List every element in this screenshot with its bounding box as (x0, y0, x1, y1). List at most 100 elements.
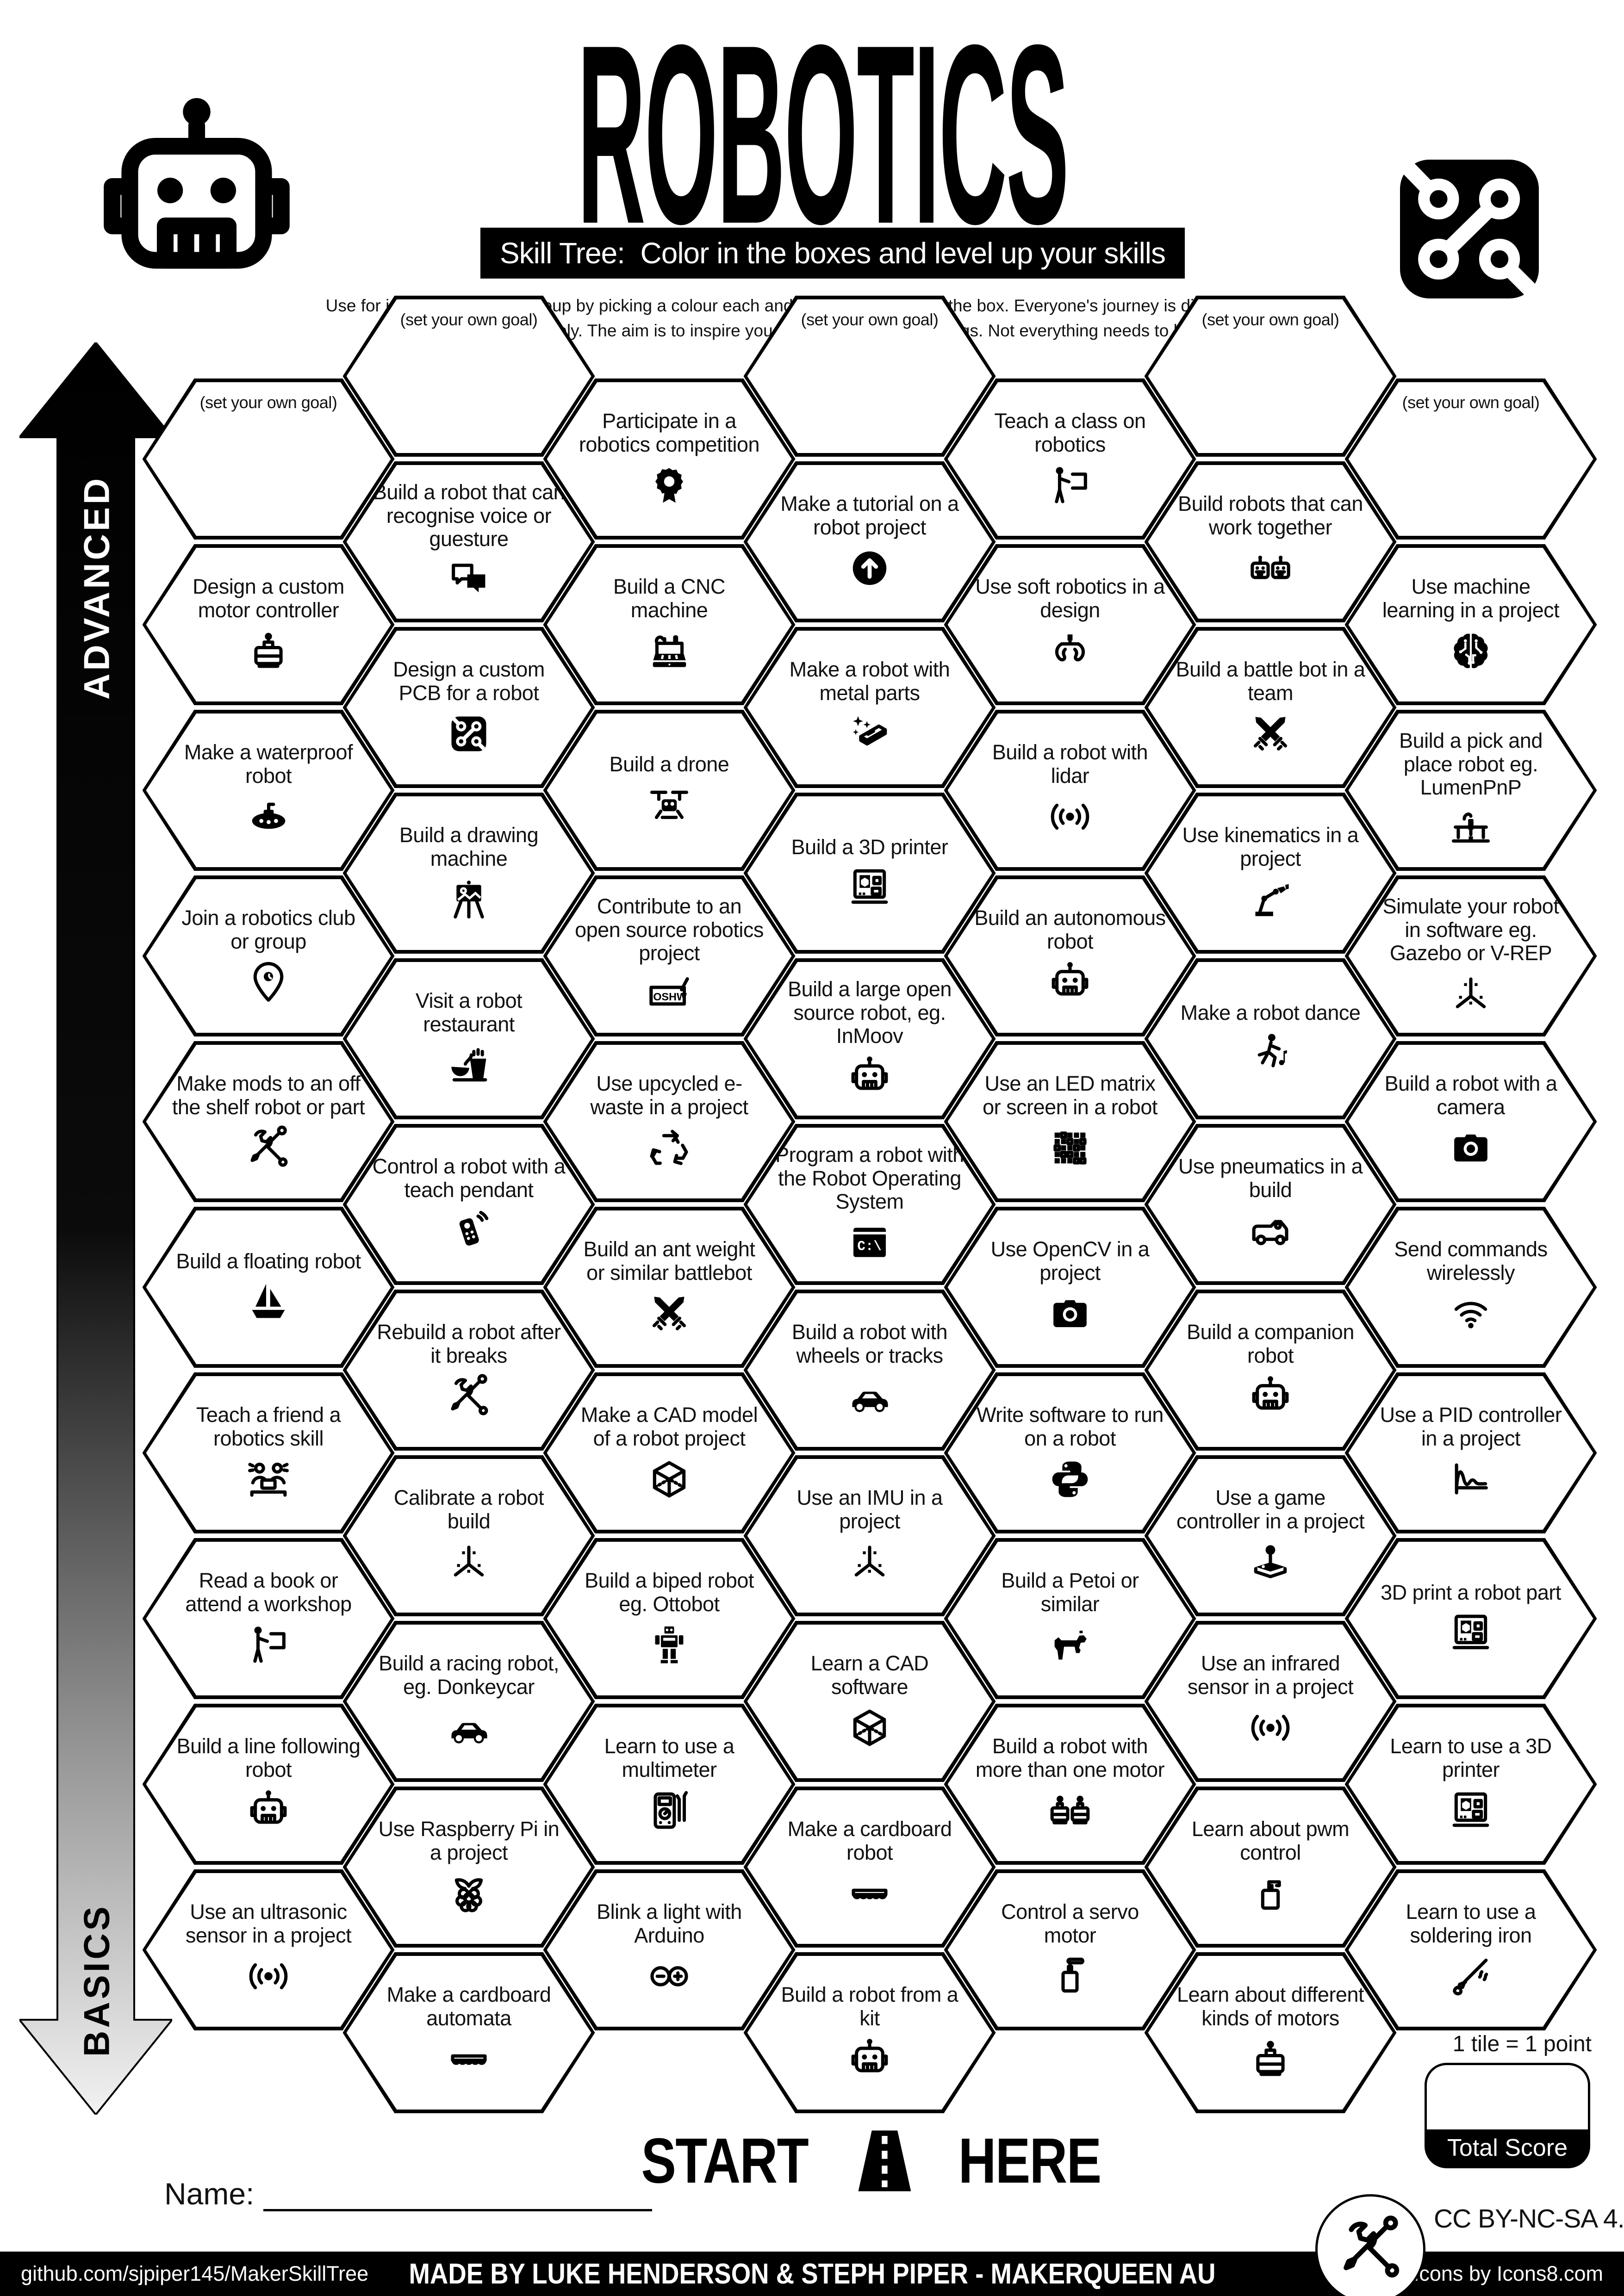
hex-face: Build a biped robot eg. Ottobot (547, 1542, 792, 1695)
robot-icon (245, 1787, 292, 1834)
hex-face: Build a companion robot (1148, 1293, 1393, 1447)
skill-hex-label: Make a waterproof robot (184, 740, 353, 788)
hex-face: Use machine learning in a project (1348, 548, 1593, 701)
infinity-icon (646, 1953, 692, 1999)
printer3d-icon (1448, 1610, 1494, 1656)
tile-points-note: 1 tile = 1 point (1452, 2032, 1592, 2056)
footer-github-link[interactable]: github.com/sjpiper145/MakerSkillTree (21, 2262, 369, 2285)
ledgrid-icon (1047, 1125, 1093, 1171)
skill-hex-label: Build a robot with wheels or tracks (791, 1320, 948, 1367)
goal-hex-label: (set your own goal) (199, 393, 337, 412)
skill-hex: Build a companion robot (1144, 1290, 1397, 1451)
metal-icon (842, 711, 897, 757)
skill-hex: Use an infrared sensor in a project (1144, 1621, 1397, 1782)
subtitle-bar: Skill Tree: Color in the boxes and level… (480, 228, 1185, 279)
joystick-icon (1247, 1539, 1294, 1585)
hex-face: Contribute to an open source robotics pr… (547, 879, 792, 1033)
skill-hex: 3D print a robot part (1344, 1538, 1597, 1699)
skill-hex-label: Build a large open source robot, eg. InM… (788, 977, 952, 1048)
robot-logo-icon (65, 83, 329, 319)
skill-hex: Use soft robotics in a design (944, 544, 1196, 705)
skill-hex: Teach a class on robotics (944, 379, 1196, 540)
skill-hex: Contribute to an open source robotics pr… (543, 875, 796, 1036)
hex-face: Build a drone (547, 714, 792, 867)
skill-hex-label: Simulate your robot in software eg. Gaze… (1382, 894, 1559, 965)
skill-hex: Learn to use a soldering iron (1344, 1869, 1597, 2030)
hex-face: Build a large open source robot, eg. InM… (747, 962, 992, 1116)
footer-icons-credit[interactable]: Icons by Icons8.com (1413, 2262, 1603, 2285)
pcb-icon (446, 711, 492, 757)
skill-hex: Blink a light with Arduino (543, 1869, 796, 2030)
hex-face: Control a robot with a teach pendant (346, 1128, 591, 1281)
skill-hex: Use OpenCV in a project (944, 1207, 1196, 1368)
skill-hex: Build a robot with more than one motor (944, 1704, 1196, 1865)
skill-hex: Control a robot with a teach pendant (342, 1124, 595, 1285)
hex-face: Build a robot that can recognise voice o… (346, 465, 591, 619)
skill-hex: Learn a CAD software (743, 1621, 996, 1782)
remote-icon (446, 1208, 492, 1254)
total-score-box[interactable]: Total Score (1425, 2063, 1590, 2168)
skill-hex: Use an ultrasonic sensor in a project (142, 1869, 395, 2030)
brain-icon (1448, 628, 1494, 674)
pickplace-icon (1448, 805, 1494, 851)
skill-hex: Use pneumatics in a build (1144, 1124, 1397, 1285)
start-here: START HERE (623, 2115, 1116, 2207)
name-input-line[interactable] (263, 2175, 653, 2211)
skill-hex-label: Design a custom PCB for a robot (393, 658, 545, 705)
skill-hex-label: Build a racing robot, eg. Donkeycar (379, 1651, 559, 1699)
corrugated-icon (840, 1870, 899, 1917)
subtitle-text: Skill Tree: Color in the boxes and level… (499, 236, 1166, 270)
hex-face: 3D print a robot part (1348, 1542, 1593, 1695)
skill-hex-label: Make mods to an off the shelf robot or p… (172, 1072, 365, 1119)
skill-hex-label: 3D print a robot part (1381, 1580, 1561, 1604)
hex-face: Visit a robot restaurant (346, 962, 591, 1116)
skill-hex-label: Build a pick and place robot eg. LumenPn… (1399, 728, 1543, 800)
multimeter-icon (646, 1787, 692, 1834)
skill-hex: Read a book or attend a workshop (142, 1538, 395, 1699)
skill-hex: Learn to use a multimeter (543, 1704, 796, 1865)
motor-icon (245, 628, 292, 674)
skill-hex-label: Build a floating robot (176, 1249, 361, 1273)
skill-hex-label: Make a cardboard robot (787, 1817, 952, 1864)
skill-hex: Send commands wirelessly (1344, 1207, 1597, 1368)
hex-face: Make a robot with metal parts (747, 631, 992, 784)
corrugated-icon (439, 2036, 498, 2082)
submarine-icon (242, 794, 295, 840)
license-text: CC BY-NC-SA 4.0 (1434, 2204, 1624, 2234)
axes-icon (1448, 971, 1494, 1017)
hex-face: Join a robotics club or group (146, 879, 391, 1033)
skill-hex-label: Blink a light with Arduino (597, 1900, 742, 1947)
goal-hex: (set your own goal) (743, 296, 996, 457)
hex-face: Build a robot with a camera (1348, 1045, 1593, 1198)
skill-hex-label: Control a servo motor (1001, 1900, 1139, 1947)
waves-icon (1247, 1705, 1294, 1751)
speech-icon (446, 557, 492, 603)
skill-hex-label: Build a robot with a camera (1384, 1072, 1557, 1119)
skill-hex: Make a waterproof robot (142, 710, 395, 871)
skill-hex: Calibrate a robot build (342, 1455, 595, 1616)
skill-hex-label: Build a CNC machine (613, 575, 726, 622)
skill-hex-label: Use a PID controller in a project (1380, 1403, 1562, 1450)
skill-hex: Build a floating robot (142, 1207, 395, 1368)
skill-hex-label: Build a drone (609, 752, 729, 776)
hex-face: Design a custom PCB for a robot (346, 631, 591, 784)
skill-hex: Build a 3D printer (743, 793, 996, 954)
skill-hex-label: Learn to use a 3D printer (1390, 1734, 1552, 1781)
skill-hex: Use a PID controller in a project (1344, 1372, 1597, 1533)
wifi-icon (1448, 1291, 1494, 1337)
hex-face: Blink a light with Arduino (547, 1873, 792, 2027)
goal-hex-label: (set your own goal) (400, 310, 538, 329)
hex-face: Use kinematics in a project (1148, 796, 1393, 950)
skill-hex-label: Build a drawing machine (399, 823, 539, 870)
skill-hex: Use an LED matrix or screen in a robot (944, 1041, 1196, 1202)
skill-hex-label: Design a custom motor controller (193, 575, 344, 622)
hex-face: Build a CNC machine (547, 548, 792, 701)
hex-face: Use an LED matrix or screen in a robot (947, 1045, 1193, 1198)
skill-hex-label: Join a robotics club or group (181, 906, 355, 953)
hex-face: Make a cardboard robot (747, 1790, 992, 1944)
car-icon (846, 1373, 893, 1420)
hex-face: Learn to use a multimeter (547, 1707, 792, 1861)
footer-credit: MADE BY LUKE HENDERSON & STEPH PIPER - M… (408, 2258, 1216, 2290)
maker-tools-badge (1315, 2194, 1425, 2296)
hex-face: Use upcycled e-waste in a project (547, 1045, 792, 1198)
